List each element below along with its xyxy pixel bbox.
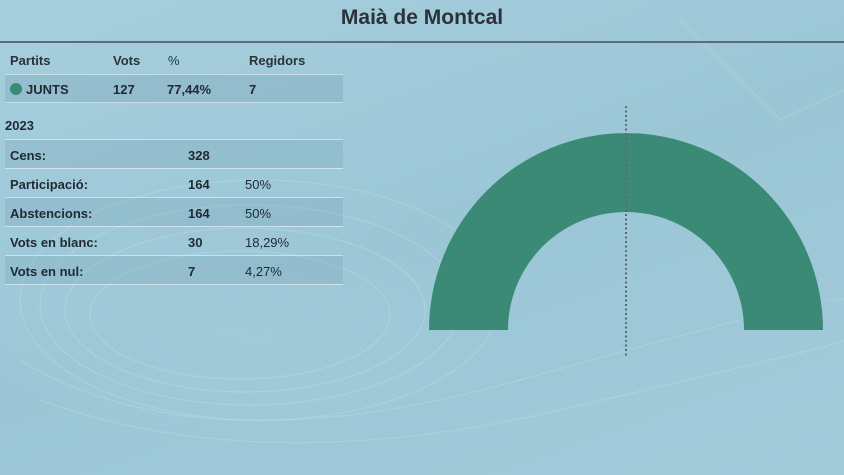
stats-row-vots-en-nul: Vots en nul: 7 4,27% xyxy=(5,255,343,285)
table-row-junts: JUNTS 127 77,44% 7 xyxy=(5,74,343,103)
title-divider xyxy=(0,41,844,43)
junts-seats-arc xyxy=(429,133,823,330)
column-header-percent: % xyxy=(168,53,180,68)
stats-label: Participació: xyxy=(10,177,89,192)
party-name: JUNTS xyxy=(26,82,69,97)
stats-year: 2023 xyxy=(5,118,34,133)
stats-value: 30 xyxy=(188,235,203,250)
stats-percent: 4,27% xyxy=(245,264,282,279)
stats-value: 164 xyxy=(188,206,210,221)
stats-percent: 50% xyxy=(245,177,272,192)
column-header-partits: Partits xyxy=(10,53,51,68)
party-votes: 127 xyxy=(113,82,135,97)
stats-table: Cens: 328 Participació: 164 50% Abstenci… xyxy=(5,139,343,285)
stats-row-participacio: Participació: 164 50% xyxy=(5,168,343,197)
stats-label: Cens: xyxy=(10,148,47,163)
page-title: Maià de Montcal xyxy=(340,6,504,29)
column-header-vots: Vots xyxy=(113,53,141,68)
stats-percent: 18,29% xyxy=(245,235,290,250)
stats-row-abstencions: Abstencions: 164 50% xyxy=(5,197,343,226)
results-header-row: Partits Vots % Regidors xyxy=(5,46,343,74)
stats-row-cens: Cens: 328 xyxy=(5,139,343,168)
stats-value: 328 xyxy=(188,148,210,163)
party-cell: JUNTS xyxy=(10,82,69,97)
stats-percent: 50% xyxy=(245,206,272,221)
stats-value: 164 xyxy=(188,177,210,192)
column-header-regidors: Regidors xyxy=(249,53,306,68)
party-percent: 77,44% xyxy=(167,82,212,97)
results-table: Partits Vots % Regidors JUNTS 127 77,44%… xyxy=(5,46,343,103)
stats-label: Vots en blanc: xyxy=(10,235,98,250)
stats-label: Abstencions: xyxy=(10,206,93,221)
stats-label: Vots en nul: xyxy=(10,264,84,279)
stats-value: 7 xyxy=(188,264,196,279)
stats-row-vots-en-blanc: Vots en blanc: 30 18,29% xyxy=(5,226,343,255)
party-color-dot-icon xyxy=(10,83,22,95)
party-seats: 7 xyxy=(249,82,257,97)
